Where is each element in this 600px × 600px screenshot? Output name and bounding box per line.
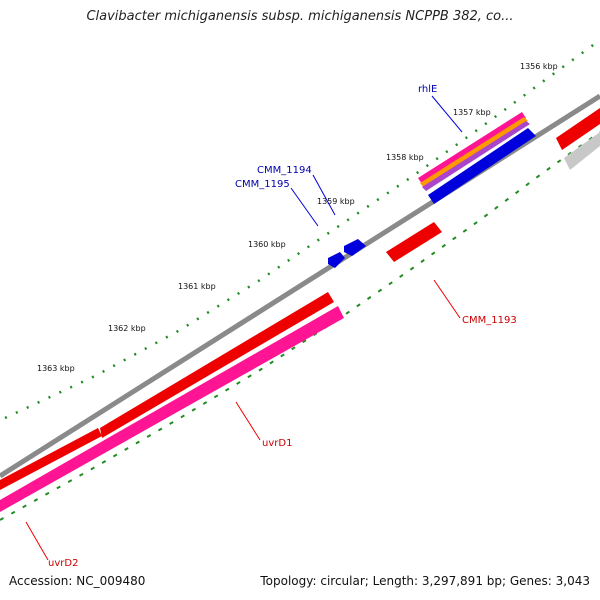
gene-rhle-purple[interactable] (422, 121, 530, 191)
tick-1363: 1363 kbp (37, 364, 75, 373)
label-uvrd2: uvrD2 (48, 558, 78, 569)
leader-cmm1193 (433, 279, 461, 319)
leader-cmm1195 (290, 187, 319, 227)
label-cmm1195: CMM_1195 (235, 179, 290, 190)
tick-1362: 1362 kbp (108, 324, 146, 333)
tick-1361: 1361 kbp (178, 282, 216, 291)
accession-text: Accession: NC_009480 (9, 574, 146, 588)
tick-1359: 1359 kbp (317, 197, 355, 206)
label-cmm1193: CMM_1193 (462, 315, 517, 326)
label-rhle: rhlE (418, 84, 437, 95)
gene-gray-edge[interactable] (564, 132, 600, 170)
gene-uvrd1-body[interactable] (100, 292, 334, 438)
map-title: Clavibacter michiganensis subsp. michiga… (86, 9, 514, 24)
tick-1360: 1360 kbp (248, 240, 286, 249)
tick-1358: 1358 kbp (386, 153, 424, 162)
gene-cmm1194-arrow[interactable] (344, 239, 366, 256)
label-cmm1194: CMM_1194 (257, 165, 312, 176)
inner-tick-ring (0, 131, 600, 521)
gene-blue-large[interactable] (428, 128, 536, 204)
leader-uvrd1 (235, 401, 261, 441)
gene-rhle-orange[interactable] (420, 117, 528, 188)
gene-uvrd2-body[interactable] (0, 306, 344, 512)
gene-uvrd1-arrow[interactable] (0, 428, 102, 490)
topology-summary: Topology: circular; Length: 3,297,891 bp… (260, 574, 590, 588)
leader-cmm1194 (312, 174, 336, 216)
leader-rhle (431, 95, 463, 133)
leader-uvrd2 (25, 521, 49, 561)
gene-cmm1195-arrow[interactable] (328, 252, 345, 268)
tick-1357: 1357 kbp (453, 108, 491, 117)
gene-rhle-magenta[interactable] (418, 112, 526, 184)
gene-red-edge[interactable] (556, 108, 600, 150)
gene-cmm1193-arrow[interactable] (386, 222, 442, 262)
outer-tick-ring (4, 38, 600, 420)
label-uvrd1: uvrD1 (262, 438, 292, 449)
tick-1356: 1356 kbp (520, 62, 558, 71)
